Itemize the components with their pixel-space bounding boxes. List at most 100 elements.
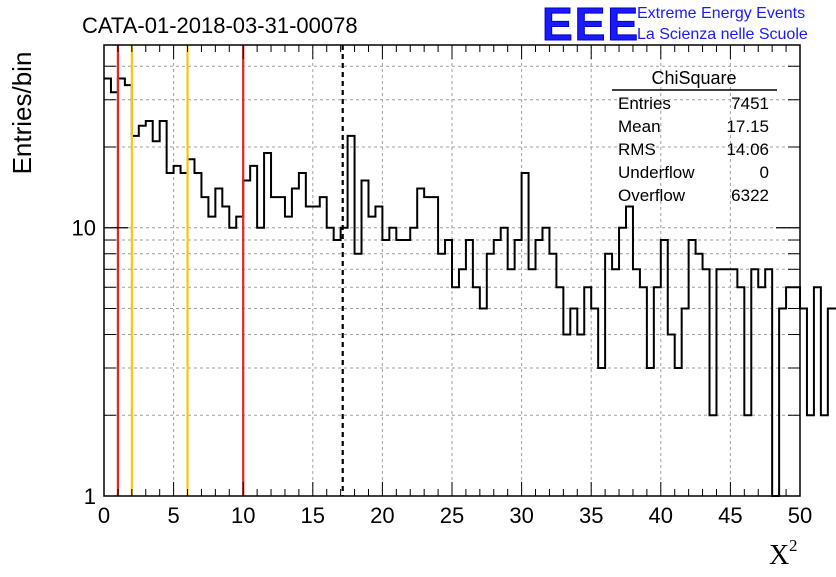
histogram-bin [257,228,264,496]
stats-title: ChiSquare [651,68,736,88]
stats-value-underflow: 0 [760,163,769,182]
histogram-bin [292,189,299,496]
histogram-bin [605,254,612,496]
histogram-bin [382,240,389,496]
logo-line-2: La Scienza nelle Scuole [637,26,808,43]
histogram-bin [612,269,619,496]
histogram-bin [542,228,549,496]
x-tick-label: 40 [649,503,673,528]
histogram-bin [285,217,292,496]
histogram-bin [744,415,751,496]
logo-mark: EEE [542,0,640,50]
histogram-bin [556,287,563,496]
histogram-bin [786,287,793,496]
x-tick-label: 50 [788,503,812,528]
stats-label-rms: RMS [618,140,656,159]
histogram-bin [410,228,417,496]
histogram-bin [549,254,556,496]
histogram-bin [208,217,215,496]
histogram-bin [278,197,285,496]
x-tick-label: 25 [440,503,464,528]
histogram-bin [424,197,431,496]
stats-label-underflow: Underflow [618,163,695,182]
stats-value-rms: 14.06 [726,140,769,159]
histogram-bin [494,240,501,496]
histogram-bin [487,254,494,496]
histogram-bin [368,217,375,496]
histogram-bin [682,308,689,496]
histogram-bin [765,269,772,496]
histogram-bin [522,173,529,496]
histogram-bin [139,126,146,496]
histogram-bin [466,240,473,496]
x-tick-label: 5 [167,503,179,528]
histogram-bin [640,287,647,496]
histogram-bin [598,368,605,496]
x-tick-label: 0 [98,503,110,528]
histogram-bin [821,415,828,496]
histogram-bin [779,308,786,496]
histogram-bin [536,240,543,496]
histogram-bin [570,308,577,496]
y-axis-label: Entries/bin [7,52,37,175]
vertical-lines-layer [116,45,344,496]
stats-label-mean: Mean [618,117,661,136]
stats-value-mean: 17.15 [726,117,769,136]
histogram-bin [577,334,584,496]
stats-box: ChiSquare Entries 7451 Mean 17.15 RMS 14… [612,68,777,205]
x-axis-label-superscript: 2 [789,536,798,555]
histogram-bin [222,207,229,496]
chart-title: CATA-01-2018-03-31-00078 [82,13,358,38]
histogram-bin [633,269,640,496]
histogram-bin [716,269,723,496]
histogram-bin [473,287,480,496]
histogram-bin [480,308,487,496]
x-axis-label: X [769,540,789,571]
histogram-bin [438,254,445,496]
logo-line-1: Extreme Energy Events [637,5,805,22]
histogram-bin [591,308,598,496]
histogram-bin [626,207,633,496]
histogram-bin [758,287,765,496]
histogram-bin [327,228,334,496]
histogram-bin [313,207,320,496]
histogram-bin [153,141,160,496]
histogram-bin [515,240,522,496]
histogram-bin [271,197,278,496]
histogram-bin [793,287,800,496]
histogram-layer [104,77,836,497]
histogram-bin [174,166,181,496]
histogram-bin [167,173,174,496]
histogram-bin [723,269,730,496]
histogram-bin [737,287,744,496]
y-tick-label: 10 [72,216,96,241]
histogram-bin [696,254,703,496]
histogram-bin [459,269,466,496]
histogram-bin [814,287,821,496]
x-tick-label: 15 [301,503,325,528]
histogram-bin [362,181,369,496]
histogram-bin [320,197,327,496]
histogram-bin [299,173,306,496]
x-tick-label: 10 [231,503,255,528]
histogram-bin [675,368,682,496]
histogram-bin [417,189,424,496]
histogram-bin [201,197,208,496]
histogram-bin [710,415,717,496]
x-tick-label: 30 [509,503,533,528]
histogram-bin [800,308,807,496]
histogram-bin [654,287,661,496]
stats-value-entries: 7451 [731,94,769,113]
histogram-bin [751,269,758,496]
histogram-bin [703,269,710,496]
histogram-bin [619,228,626,496]
histogram-bin [452,287,459,496]
histogram-bin [529,269,536,496]
histogram-bin [348,136,355,496]
histogram-bin [264,153,271,496]
histogram-bin [355,254,362,496]
axis-ticks-layer: 0 5 10 15 20 25 30 35 40 45 50 1 10 [72,45,812,528]
histogram-bin [146,121,153,496]
stats-label-overflow: Overflow [618,186,686,205]
